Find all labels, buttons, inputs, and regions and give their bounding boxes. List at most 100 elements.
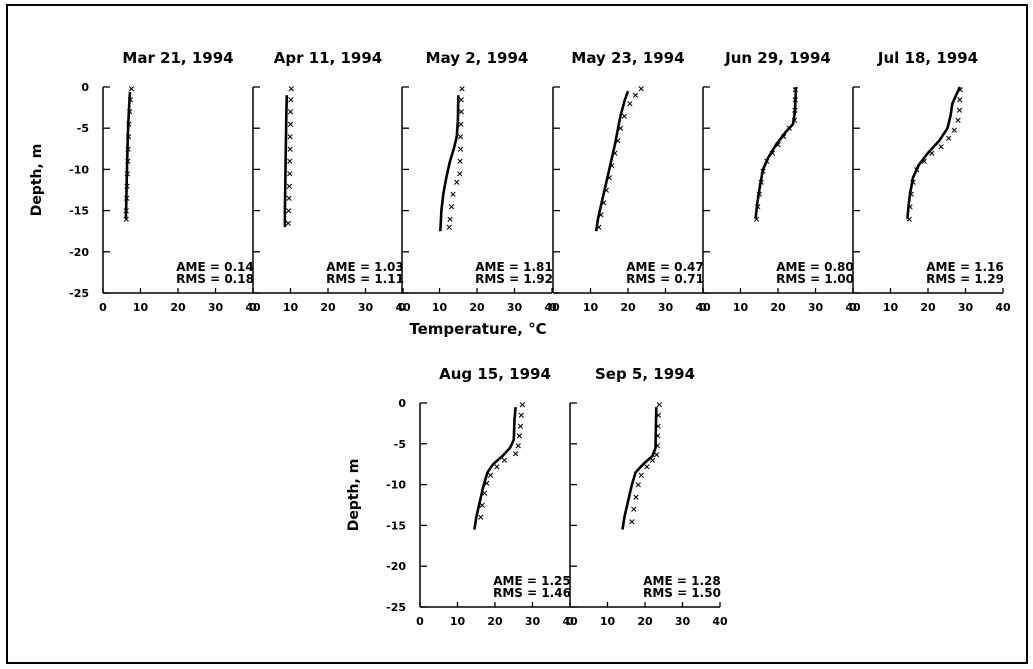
panel-title: Sep 5, 1994 — [595, 365, 695, 383]
observed-point: × — [124, 157, 132, 167]
panel-5: Jun 29, 19940 10 20 30 40××××××××××××××AME =… — [699, 49, 861, 314]
observed-point: × — [285, 194, 293, 204]
panel-title: Aug 15, 1994 — [439, 365, 551, 383]
observed-point: × — [519, 401, 527, 411]
rms-stat: RMS = 1.50 — [643, 586, 721, 600]
x-tick-label: 20 — [487, 615, 503, 628]
x-tick-label: 0 — [398, 301, 406, 314]
x-tick-label: 20 — [770, 301, 786, 314]
observed-point: × — [458, 85, 466, 95]
observed-point: × — [906, 203, 914, 213]
observed-point: × — [626, 100, 634, 110]
observed-point: × — [457, 120, 465, 130]
observed-point: × — [759, 167, 767, 177]
observed-point: × — [449, 190, 457, 200]
x-tick-label: 30 — [358, 301, 374, 314]
observed-point: × — [458, 108, 466, 118]
x-tick-label: 0 — [99, 301, 107, 314]
observed-point: × — [957, 86, 965, 96]
observed-point: × — [125, 132, 133, 142]
rms-stat: RMS = 0.18 — [176, 272, 254, 286]
shared-x-axis-label: Temperature, °C — [409, 320, 546, 338]
observed-point: × — [632, 493, 640, 503]
panel-title: May 2, 1994 — [426, 49, 529, 67]
observed-point: × — [477, 513, 485, 523]
observed-point: × — [621, 112, 629, 122]
y-tick-label: -20 — [69, 246, 89, 259]
panel-3: May 2, 19940 10 20 30 40×××××××××××××AME = 1… — [398, 49, 560, 314]
x-tick-label: 30 — [658, 301, 674, 314]
observed-point: × — [635, 481, 643, 491]
x-tick-label: 20 — [320, 301, 336, 314]
observed-point: × — [286, 170, 294, 180]
x-tick-label: 0 — [416, 615, 424, 628]
y-tick-label: -20 — [386, 560, 406, 573]
observed-point: × — [124, 170, 132, 180]
x-tick-label: 30 — [808, 301, 824, 314]
x-tick-label: 10 — [733, 301, 749, 314]
y-tick-label: -5 — [394, 438, 406, 451]
observed-point: × — [453, 178, 461, 188]
y-tick-label: -10 — [69, 163, 89, 176]
x-tick-label: 10 — [583, 301, 599, 314]
observed-point: × — [512, 450, 520, 460]
observed-point: × — [630, 505, 638, 515]
observed-point: × — [945, 134, 953, 144]
observed-point: × — [483, 479, 491, 489]
x-tick-label: 10 — [133, 301, 149, 314]
x-tick-label: 10 — [883, 301, 899, 314]
observed-point: × — [457, 132, 465, 142]
observed-point: × — [123, 182, 131, 192]
y-tick-label: -10 — [386, 479, 406, 492]
observed-point: × — [127, 95, 135, 105]
x-tick-label: 10 — [432, 301, 448, 314]
x-tick-label: 20 — [637, 615, 653, 628]
x-tick-label: 0 — [566, 615, 574, 628]
observed-point: × — [754, 203, 762, 213]
observed-point: × — [286, 157, 294, 167]
observed-point: × — [446, 223, 454, 233]
observed-point: × — [756, 190, 764, 200]
observed-point: × — [479, 501, 487, 511]
observed-point: × — [921, 157, 929, 167]
observed-point: × — [656, 401, 664, 411]
observed-point: × — [763, 157, 771, 167]
y-tick-label: -25 — [386, 601, 406, 614]
observed-point: × — [907, 190, 915, 200]
y-tick-label: -15 — [69, 205, 89, 218]
rms-stat: RMS = 1.00 — [776, 272, 854, 286]
observed-point: × — [457, 145, 465, 155]
observed-point: × — [516, 432, 524, 442]
observed-point: × — [123, 194, 131, 204]
x-tick-label: 0 — [249, 301, 257, 314]
model-profile-line — [623, 407, 657, 529]
observed-point: × — [285, 219, 293, 229]
observed-point: × — [603, 186, 611, 196]
observed-point: × — [286, 145, 294, 155]
observed-point: × — [757, 178, 765, 188]
observed-point: × — [287, 120, 295, 130]
x-tick-label: 20 — [620, 301, 636, 314]
observed-point: × — [606, 174, 614, 184]
x-tick-label: 30 — [958, 301, 974, 314]
observed-point: × — [611, 149, 619, 159]
observed-point: × — [124, 145, 132, 155]
x-tick-label: 0 — [699, 301, 707, 314]
panel-6: Jul 18, 19940 10 20 30 40××××××××××××××AME =… — [849, 49, 1011, 314]
panel-title: Jun 29, 1994 — [724, 49, 831, 67]
x-tick-label: 40 — [712, 615, 728, 628]
panel-title: Apr 11, 1994 — [274, 49, 383, 67]
observed-point: × — [655, 411, 663, 421]
observed-point: × — [448, 203, 456, 213]
observed-point: × — [600, 198, 608, 208]
observed-point: × — [286, 132, 294, 142]
x-tick-label: 20 — [469, 301, 485, 314]
observed-point: × — [654, 432, 662, 442]
panel-1: Mar 21, 19940-5-10-15-20-250 10 20 30 40Dept… — [29, 49, 261, 314]
observed-point: × — [792, 86, 800, 96]
observed-point: × — [654, 422, 662, 432]
observed-point: × — [614, 137, 622, 147]
observed-point: × — [288, 85, 296, 95]
observed-point: × — [286, 182, 294, 192]
